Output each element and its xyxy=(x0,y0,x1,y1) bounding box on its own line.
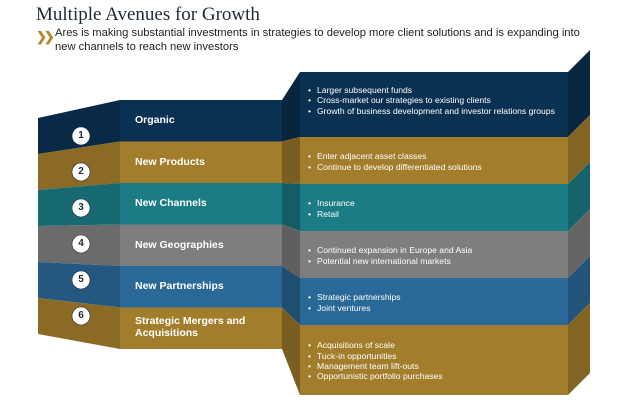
bullet-item: Opportunistic portfolio purchases xyxy=(306,371,561,382)
row-number-badge xyxy=(71,198,91,218)
label-band xyxy=(120,141,282,183)
page-title: Multiple Avenues for Growth xyxy=(36,4,260,25)
row-label: Strategic Mergers and Acquisitions xyxy=(135,314,246,340)
fan-wedge-right xyxy=(282,266,300,325)
label-band xyxy=(120,183,282,225)
bullet-item: Insurance xyxy=(306,198,561,209)
row-number-badge xyxy=(71,234,91,254)
panel-side xyxy=(568,50,590,137)
label-band xyxy=(120,266,282,308)
row-label: New Partnerships xyxy=(135,280,224,292)
panel-side xyxy=(568,162,590,231)
row-bullets: Strategic partnershipsJoint ventures xyxy=(306,292,561,313)
bullet-item: Potential new international markets xyxy=(306,256,561,267)
panel-side xyxy=(568,303,590,395)
bullet-item: Larger subsequent funds xyxy=(306,85,561,96)
double-chevron-icon: ❯❯ xyxy=(36,29,55,44)
row-number: 2 xyxy=(78,166,84,177)
row-bullets: Acquisitions of scaleTuck-in opportuniti… xyxy=(306,340,561,382)
bullet-item: Retail xyxy=(306,209,561,220)
label-band xyxy=(120,307,282,349)
fan-wedge-right xyxy=(282,307,300,395)
row-label: New Geographies xyxy=(135,238,224,251)
fan-wedge-right xyxy=(282,183,300,231)
bullet-item: Tuck-in opportunities xyxy=(306,351,561,362)
row-bullets: InsuranceRetail xyxy=(306,198,561,219)
bullet-item: Strategic partnerships xyxy=(306,292,561,303)
bullet-item: Cross-market our strategies to existing … xyxy=(306,95,561,106)
row-number-badge xyxy=(71,126,91,146)
row-label: New Products xyxy=(135,155,206,168)
fan-wedge-right xyxy=(282,72,300,142)
label-band xyxy=(120,224,282,266)
row-number: 6 xyxy=(78,310,84,321)
row-number: 5 xyxy=(78,274,84,285)
row-bullets: Larger subsequent fundsCross-market our … xyxy=(306,85,561,117)
bullet-item: Enter adjacent asset classes xyxy=(306,151,561,162)
row-label: Organic xyxy=(135,114,175,126)
row-number: 1 xyxy=(78,130,84,141)
bullet-item: Growth of business development and inves… xyxy=(306,106,561,117)
label-band xyxy=(120,100,282,142)
row-number-badge xyxy=(71,162,91,182)
row-label: New Channels xyxy=(135,197,207,209)
row-bullets: Continued expansion in Europe and AsiaPo… xyxy=(306,245,561,266)
bullet-item: Management team lift-outs xyxy=(306,361,561,372)
bullet-item: Continue to develop differentiated solut… xyxy=(306,162,561,173)
panel-side xyxy=(568,209,590,278)
page-subtitle: Ares is making substantial investments i… xyxy=(55,27,580,53)
fan-wedge-right xyxy=(282,224,300,278)
bullet-item: Continued expansion in Europe and Asia xyxy=(306,245,561,256)
row-number: 4 xyxy=(78,238,84,249)
bullet-item: Joint ventures xyxy=(306,303,561,314)
row-bullets: Enter adjacent asset classesContinue to … xyxy=(306,151,561,172)
panel-side xyxy=(568,115,590,184)
panel-side xyxy=(568,256,590,325)
row-number-badge xyxy=(71,306,91,326)
bullet-item: Acquisitions of scale xyxy=(306,340,561,351)
fan-wedge-right xyxy=(282,137,300,184)
row-number: 3 xyxy=(78,202,84,213)
row-number-badge xyxy=(71,270,91,290)
